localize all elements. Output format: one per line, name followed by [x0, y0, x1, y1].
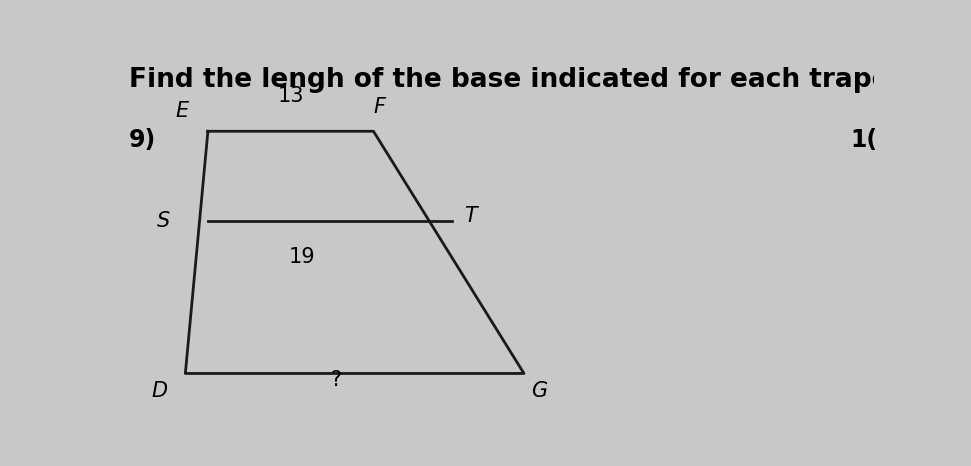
Text: ?: ? — [330, 370, 342, 390]
Text: Find the lengh of the base indicated for each trapezoid.: Find the lengh of the base indicated for… — [129, 67, 961, 93]
Text: 19: 19 — [288, 247, 316, 267]
Text: 1(: 1( — [851, 128, 878, 152]
Text: T: T — [464, 206, 477, 226]
Text: 13: 13 — [278, 86, 304, 106]
Text: F: F — [374, 97, 385, 117]
Text: D: D — [151, 381, 168, 401]
Text: 9): 9) — [129, 128, 156, 152]
Text: G: G — [531, 381, 548, 401]
Text: E: E — [176, 101, 189, 121]
Text: S: S — [157, 211, 170, 231]
